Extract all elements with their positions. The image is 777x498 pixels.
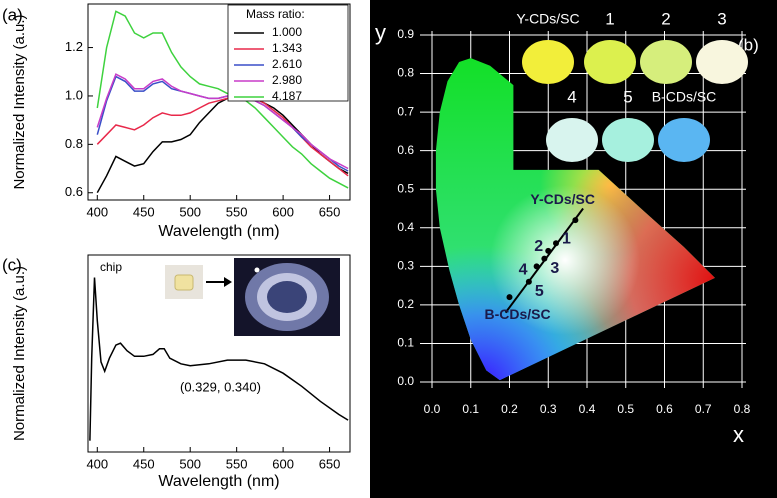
point-label: B-CDs/SC [485, 306, 551, 322]
point-label: 3 [550, 260, 559, 277]
y-axis-label: Normalized Intensity (a.u.) [11, 266, 28, 441]
swatch [602, 118, 654, 162]
x-tick-label: 650 [319, 204, 341, 219]
x-tick-label: 450 [133, 456, 155, 471]
x-tick-label: 500 [179, 204, 201, 219]
data-line [89, 277, 349, 441]
x-tick-label: 500 [179, 456, 201, 471]
panel-label: (a) [2, 5, 23, 24]
swatch-label: 4 [567, 87, 576, 106]
data-point [506, 294, 513, 301]
x-axis-label: x [733, 422, 744, 447]
swatch [546, 118, 598, 162]
x-axis-label: Wavelength (nm) [158, 473, 279, 490]
legend-box [227, 4, 349, 102]
led-dot [254, 267, 260, 273]
x-tick-label: 600 [272, 456, 294, 471]
data-point [541, 255, 548, 262]
x-tick-label: 0.4 [579, 402, 596, 416]
y-tick-label: 0.6 [65, 184, 83, 199]
swatch [522, 40, 574, 84]
x-tick-label: 0.0 [424, 402, 441, 416]
panel-label: (c) [2, 255, 22, 274]
data-point [553, 240, 559, 247]
point-label: 2 [534, 238, 543, 255]
x-tick-label: 0.1 [462, 402, 479, 416]
data-line [96, 73, 349, 170]
y-axis-label: y [375, 20, 386, 45]
x-axis-label: Wavelength (nm) [158, 223, 279, 240]
point-label: 1 [562, 230, 571, 247]
swatch-label: B-CDs/SC [652, 89, 717, 105]
x-tick-label: 0.6 [656, 402, 673, 416]
plot-frame [87, 3, 351, 201]
legend-label: 2.980 [272, 73, 302, 87]
data-line [96, 10, 349, 189]
x-tick-label: 0.2 [501, 402, 518, 416]
data-point [572, 217, 579, 224]
annotation: chip [100, 260, 122, 274]
y-tick-label: 1.2 [65, 39, 83, 54]
y-tick-label: 0.7 [397, 104, 414, 118]
data-line [96, 95, 349, 177]
y-tick-label: 0.9 [397, 27, 414, 41]
y-axis-label: Normalized Intensity (a.u.) [11, 14, 28, 189]
swatch [658, 118, 710, 162]
y-tick-label: 0.8 [397, 66, 414, 80]
swatch-label: 2 [661, 9, 670, 28]
point-label: 5 [535, 283, 544, 300]
x-tick-label: 0.3 [540, 402, 557, 416]
x-tick-label: 550 [226, 456, 248, 471]
swatch [640, 40, 692, 84]
y-tick-label: 0.1 [397, 336, 414, 350]
x-tick-label: 0.5 [617, 402, 634, 416]
legend-label: 2.610 [272, 57, 302, 71]
x-tick-label: 400 [86, 456, 108, 471]
legend-label: 4.187 [272, 89, 302, 103]
y-tick-label: 0.2 [397, 297, 414, 311]
x-tick-label: 650 [319, 456, 341, 471]
y-tick-label: 0.3 [397, 259, 414, 273]
legend-title: Mass ratio: [246, 7, 305, 21]
data-point [533, 263, 540, 270]
y-tick-label: 0.4 [397, 220, 414, 234]
chip [174, 274, 194, 291]
data-point [545, 247, 552, 254]
swatch-label: 3 [717, 9, 726, 28]
logo [267, 281, 307, 313]
x-tick-label: 550 [226, 204, 248, 219]
swatch-label: Y-CDs/SC [516, 11, 579, 27]
y-tick-label: 0.8 [65, 136, 83, 151]
swatch [584, 40, 636, 84]
y-tick-label: 0.0 [397, 374, 414, 388]
swatch [696, 40, 748, 84]
point-label: Y-CDs/SC [530, 191, 595, 207]
legend-label: 1.343 [272, 41, 302, 55]
x-tick-label: 0.8 [734, 402, 751, 416]
legend-label: 1.000 [272, 25, 302, 39]
swatch-label: 5 [623, 87, 632, 106]
x-tick-label: 0.7 [695, 402, 712, 416]
y-tick-label: 0.6 [397, 143, 414, 157]
x-tick-label: 400 [86, 204, 108, 219]
data-point [525, 278, 532, 285]
arrow-head [224, 277, 232, 287]
x-tick-label: 600 [272, 204, 294, 219]
x-tick-label: 450 [133, 204, 155, 219]
y-tick-label: 1.0 [65, 87, 83, 102]
annotation: (0.329, 0.340) [180, 379, 261, 394]
plot-frame [87, 254, 351, 453]
point-label: 4 [519, 262, 528, 279]
swatch-label: 1 [605, 9, 614, 28]
y-tick-label: 0.5 [397, 181, 414, 195]
